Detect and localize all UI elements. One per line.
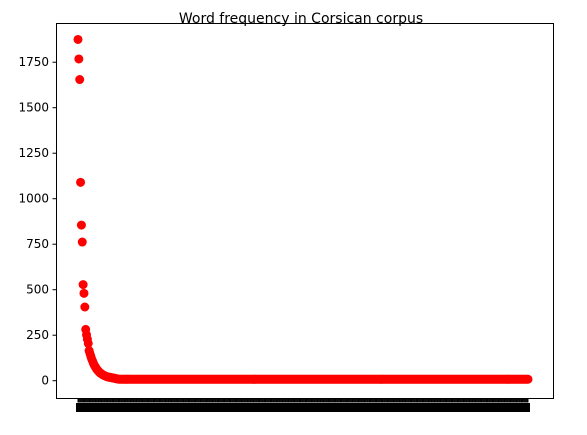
data-point xyxy=(74,54,84,64)
data-point xyxy=(76,220,86,230)
data-point xyxy=(78,280,88,290)
y-tick-label: 500 xyxy=(26,283,49,297)
y-tick-label: 1000 xyxy=(18,192,49,206)
data-point xyxy=(83,338,93,348)
data-point xyxy=(80,302,90,312)
x-tick-labels-overlap xyxy=(76,403,530,412)
y-tick-label: 1750 xyxy=(18,55,49,69)
y-tick-label: 1500 xyxy=(18,101,49,115)
chart-title: Word frequency in Corsican corpus xyxy=(179,11,423,27)
data-point xyxy=(79,288,89,298)
y-tick-label: 0 xyxy=(41,374,49,388)
y-tick-label: 1250 xyxy=(18,146,49,160)
data-point xyxy=(77,237,87,247)
plot-frame xyxy=(56,23,554,399)
data-point xyxy=(73,34,83,44)
x-axis xyxy=(76,398,530,412)
data-point xyxy=(75,75,85,85)
data-point xyxy=(523,374,533,384)
y-tick-label: 250 xyxy=(26,328,49,342)
y-tick-label: 750 xyxy=(26,237,49,251)
scatter-points xyxy=(73,34,533,384)
y-axis: 0 250 500 750 1000 1250 1500 1750 xyxy=(18,55,57,388)
data-point xyxy=(76,177,86,187)
